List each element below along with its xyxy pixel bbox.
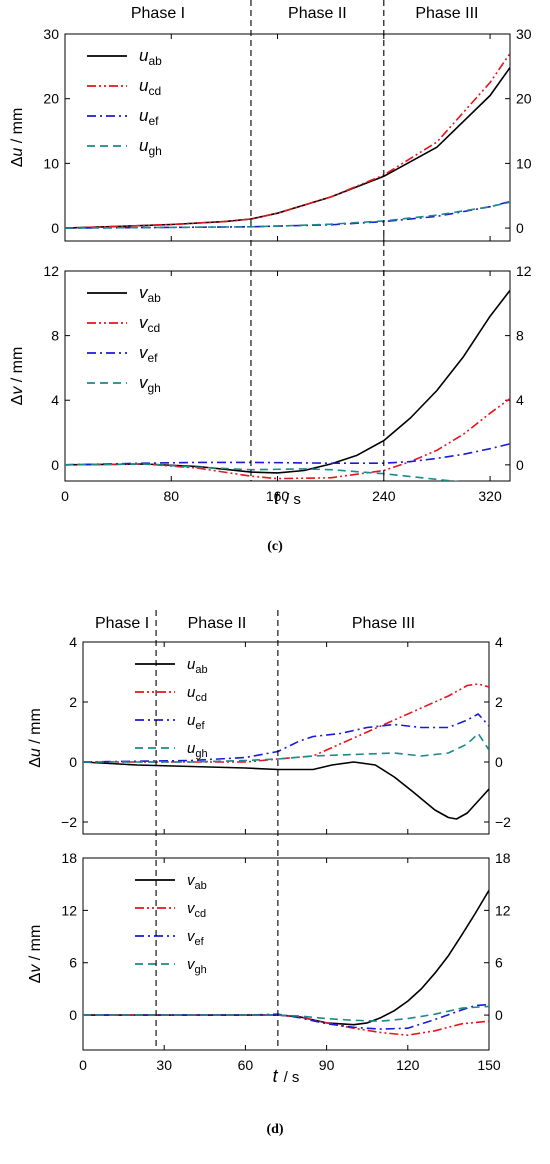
legend-label-u-ef: uef	[187, 712, 205, 732]
x-tick-label: 30	[156, 1057, 172, 1073]
series-line-v-gh	[83, 1005, 489, 1022]
series-line-v-gh	[65, 463, 460, 481]
y-tick-label-left: 8	[51, 328, 59, 344]
plot-frame	[82, 857, 490, 1051]
y-tick-label-right: 6	[495, 955, 503, 971]
phase-label-2: Phase II	[288, 5, 347, 22]
y-tick-label-left: 10	[43, 155, 59, 171]
legend-label-u-ef: uef	[139, 106, 159, 128]
y-tick-label-right: 10	[516, 155, 532, 171]
y-axis-label: Δv / mm	[9, 347, 26, 406]
y-tick-label-right: 0	[495, 1007, 503, 1023]
phase-label-2: Phase II	[188, 615, 247, 632]
x-tick-label: 0	[61, 488, 69, 504]
y-tick-label-right: 18	[495, 850, 511, 866]
y-tick-label-left: 0	[51, 220, 59, 236]
series-line-u-ab	[83, 761, 489, 820]
y-axis-label: Δu / mm	[27, 708, 44, 768]
x-tick-label: 150	[477, 1057, 501, 1073]
y-tick-label-right: 2	[495, 694, 503, 710]
caption-c: (c)	[267, 539, 283, 554]
legend-label-v-gh: vgh	[139, 373, 161, 395]
y-tick-label-right: 0	[495, 754, 503, 770]
y-axis-label: Δu / mm	[9, 108, 26, 168]
legend-label-v-ef: vef	[187, 928, 205, 948]
y-tick-label-left: 0	[69, 754, 77, 770]
legend-label-u-cd: ucd	[139, 76, 161, 98]
series-line-v-ef	[65, 443, 510, 466]
plot-frame	[64, 33, 511, 242]
chart-d: Phase I Phase II Phase III −2 −2 0 0 2 2 4 4 Δu / m…	[27, 610, 511, 1086]
series-line-u-cd	[65, 52, 510, 229]
y-tick-label-left: 12	[43, 263, 59, 279]
panel-c-u: 0 0 10 10 20 20 30 30 Δu / mm uab ucd uef ugh	[9, 26, 532, 242]
series-line-v-cd	[83, 1014, 489, 1036]
phase-label-1: Phase I	[95, 615, 149, 632]
y-tick-label-right: −2	[495, 814, 511, 830]
series-line-u-cd	[83, 683, 489, 763]
x-tick-label: 320	[478, 488, 502, 504]
y-axis-label: Δv / mm	[27, 925, 44, 984]
y-tick-label-right: 4	[495, 634, 503, 650]
y-tick-label-left: 4	[69, 634, 77, 650]
legend-label-v-cd: vcd	[187, 900, 206, 920]
y-tick-label-right: 12	[495, 902, 511, 918]
plot-frame	[82, 641, 490, 835]
y-tick-label-right: 30	[516, 26, 532, 42]
phase-label-3: Phase III	[352, 615, 415, 632]
series-line-v-ef	[83, 1003, 489, 1030]
x-tick-label: 160	[266, 488, 290, 504]
panel-c-v: 0 0 4 4 8 8 12 12 Δv / mm vab vcd vef vgh	[9, 263, 532, 482]
y-tick-label-right: 8	[516, 328, 524, 344]
panel-d-u: −2 −2 0 0 2 2 4 4 Δu / mm uab ucd uef ugh	[27, 634, 511, 835]
panel-d-v: 0 0 6 6 12 12 18 18 Δv / mm vab vcd vef vgh	[27, 850, 511, 1051]
legend-label-u-cd: ucd	[187, 684, 207, 704]
legend-label-v-ab: vab	[139, 283, 161, 305]
x-tick-label: 90	[319, 1057, 335, 1073]
legend-label-v-ab: vab	[187, 872, 207, 892]
legend-label-u-ab: uab	[187, 656, 208, 676]
y-tick-label-right: 0	[516, 457, 524, 473]
x-axis-label: t / s	[273, 1066, 300, 1086]
y-tick-label-right: 0	[516, 220, 524, 236]
legend-label-u-ab: uab	[139, 46, 162, 68]
legend-label-v-gh: vgh	[187, 956, 207, 976]
series-line-v-ab	[65, 289, 510, 474]
series-line-v-cd	[65, 397, 510, 480]
y-tick-label-left: 18	[61, 850, 77, 866]
series-line-u-ef	[83, 713, 489, 763]
legend-label-v-ef: vef	[139, 343, 158, 365]
x-tick-label: 0	[79, 1057, 87, 1073]
y-tick-label-left: 6	[69, 955, 77, 971]
legend-label-v-cd: vcd	[139, 313, 160, 335]
y-tick-label-right: 4	[516, 392, 524, 408]
series-line-v-ab	[83, 889, 489, 1026]
y-tick-label-left: 4	[51, 392, 59, 408]
phase-label-1: Phase I	[131, 5, 185, 22]
series-line-u-gh	[65, 201, 510, 229]
x-axis-label: t / s	[274, 488, 301, 508]
x-tick-label: 80	[163, 488, 179, 504]
series-line-u-gh	[83, 732, 489, 763]
legend-label-u-gh: ugh	[187, 740, 208, 760]
legend-label-u-gh: ugh	[139, 136, 162, 158]
y-tick-label-left: 12	[61, 902, 77, 918]
series-line-u-ab	[65, 67, 510, 229]
y-tick-label-left: 20	[43, 91, 59, 107]
y-tick-label-left: 0	[69, 1007, 77, 1023]
y-tick-label-left: 2	[69, 694, 77, 710]
phase-label-3: Phase III	[415, 5, 478, 22]
y-tick-label-left: 0	[51, 457, 59, 473]
y-tick-label-left: 30	[43, 26, 59, 42]
y-tick-label-right: 20	[516, 91, 532, 107]
caption-d: (d)	[266, 1122, 283, 1137]
x-tick-label: 120	[396, 1057, 420, 1073]
x-tick-label: 60	[238, 1057, 254, 1073]
y-tick-label-left: −2	[61, 814, 77, 830]
plot-frame	[64, 270, 511, 482]
y-tick-label-right: 12	[516, 263, 532, 279]
x-tick-label: 240	[372, 488, 396, 504]
